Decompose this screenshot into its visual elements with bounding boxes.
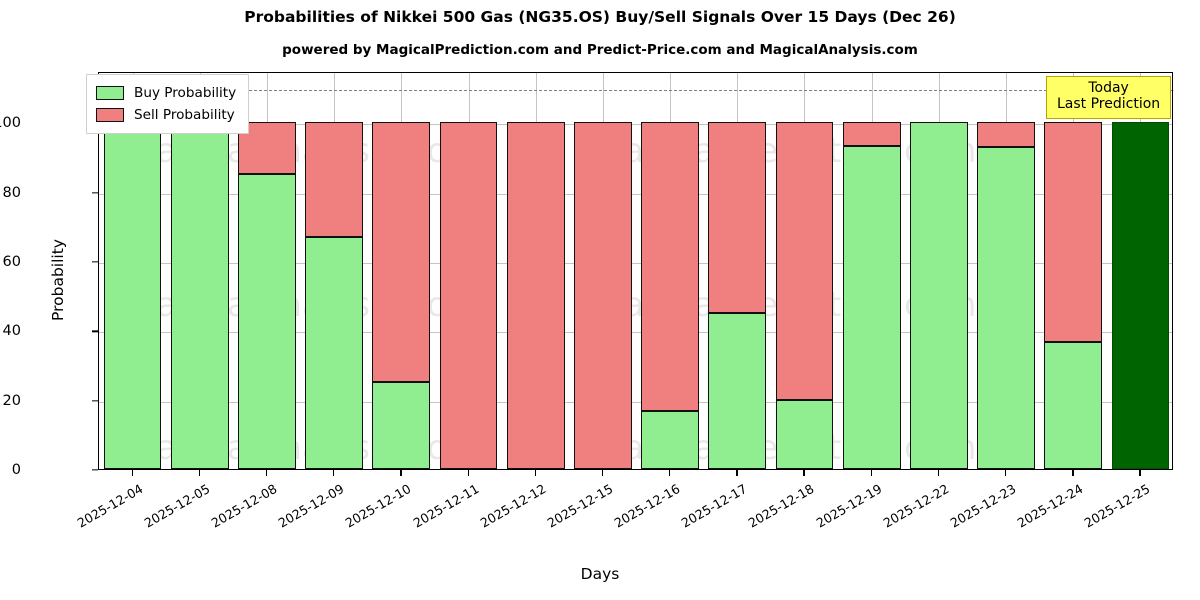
chart-title: Probabilities of Nikkei 500 Gas (NG35.OS…	[244, 8, 956, 26]
bar-2025-12-16[interactable]	[641, 73, 699, 469]
y-tick-mark	[92, 330, 98, 332]
y-tick-label: 0	[11, 462, 21, 478]
y-tick-mark	[92, 261, 98, 263]
y-tick-mark	[92, 469, 98, 471]
bar-2025-12-25[interactable]	[1111, 73, 1170, 469]
x-tick-mark	[601, 470, 604, 476]
legend-swatch-buy	[96, 86, 124, 100]
x-tick-mark	[1139, 470, 1141, 476]
bar-segment-buy	[305, 236, 364, 469]
x-tick-mark	[870, 470, 872, 476]
bar-segment-sell	[1044, 122, 1103, 342]
x-tick-mark	[669, 470, 671, 476]
y-tick-mark	[92, 191, 98, 194]
legend-label-sell: Sell Probability	[134, 107, 235, 123]
bar-segment-sell	[506, 122, 565, 469]
x-tick-mark	[736, 470, 738, 476]
plot-area: MagicalAnalysis.comMagicalPrediction.com…	[98, 72, 1173, 470]
x-tick-mark	[1072, 470, 1074, 476]
chart-subtitle: powered by MagicalPrediction.com and Pre…	[282, 42, 918, 58]
legend-swatch-sell	[96, 108, 124, 122]
legend: Buy Probability Sell Probability	[86, 74, 250, 134]
y-axis-label: Probability	[49, 239, 67, 321]
x-tick-label: 2025-12-04	[74, 481, 146, 531]
x-axis-label: Days	[580, 565, 620, 583]
bar-2025-12-15[interactable]	[574, 73, 632, 469]
bar-segment-buy	[103, 122, 162, 469]
bar-segment-buy	[170, 122, 229, 469]
bar-segment-buy	[1044, 341, 1103, 469]
y-tick-mark	[92, 400, 98, 402]
x-tick-mark	[937, 470, 940, 476]
bar-2025-12-04[interactable]	[103, 73, 162, 469]
bar-segment-sell	[775, 122, 834, 400]
bar-2025-12-09[interactable]	[305, 73, 364, 469]
bar-segment-buy	[909, 122, 968, 469]
bar-segment-sell	[305, 122, 364, 237]
x-tick-mark	[467, 470, 469, 476]
y-tick-label: 60	[2, 253, 21, 270]
y-tick-label: 80	[2, 184, 21, 201]
gridline-horizontal	[99, 332, 1172, 334]
bar-2025-12-18[interactable]	[775, 73, 834, 469]
legend-label-buy: Buy Probability	[134, 85, 237, 101]
bar-segment-sell	[372, 122, 431, 383]
bar-2025-12-24[interactable]	[1044, 73, 1103, 469]
y-tick-label: 100	[0, 115, 21, 132]
bar-2025-12-23[interactable]	[977, 73, 1035, 469]
bar-segment-buy	[372, 382, 431, 469]
x-tick-mark	[534, 470, 537, 476]
bar-segment-buy	[238, 174, 296, 469]
today-annotation-line1: Today	[1088, 80, 1129, 96]
bar-segment-sell	[574, 122, 632, 469]
bar-2025-12-08[interactable]	[238, 73, 296, 469]
gridline-horizontal	[99, 262, 1172, 264]
x-tick-mark	[131, 470, 133, 476]
bar-segment-buy	[641, 411, 699, 469]
gridline-horizontal	[99, 124, 1172, 126]
bar-2025-12-17[interactable]	[708, 73, 767, 469]
bar-segment-sell	[842, 122, 901, 146]
bar-2025-12-19[interactable]	[842, 73, 901, 469]
bar-2025-12-22[interactable]	[909, 73, 968, 469]
bar-segment-sell	[439, 122, 498, 469]
today-annotation: Today Last Prediction	[1046, 76, 1172, 119]
bar-segment-buy	[708, 313, 767, 469]
bar-2025-12-11[interactable]	[439, 73, 498, 469]
x-tick-mark	[198, 470, 201, 476]
y-tick-label: 40	[2, 323, 21, 340]
x-tick-mark	[1005, 470, 1007, 476]
y-tick-label: 20	[2, 392, 21, 409]
bar-segment-buy	[842, 145, 901, 469]
gridline-horizontal	[99, 193, 1172, 195]
x-tick-mark	[333, 470, 335, 476]
bar-segment-buy	[977, 146, 1035, 469]
threshold-line	[99, 89, 1172, 91]
today-annotation-line2: Last Prediction	[1057, 96, 1161, 113]
bar-segment-today	[1111, 122, 1170, 469]
bar-segment-buy	[775, 399, 834, 469]
gridline-horizontal	[99, 401, 1172, 403]
bar-segment-sell	[977, 122, 1035, 147]
bar-2025-12-10[interactable]	[372, 73, 431, 469]
legend-item-buy[interactable]: Buy Probability	[96, 82, 236, 104]
bar-2025-12-05[interactable]	[170, 73, 229, 469]
x-tick-mark	[803, 470, 805, 476]
x-tick-mark	[265, 470, 268, 476]
x-tick-mark	[400, 470, 402, 476]
bar-segment-sell	[708, 122, 767, 313]
legend-item-sell[interactable]: Sell Probability	[96, 104, 236, 126]
bar-segment-sell	[641, 122, 699, 412]
bar-2025-12-12[interactable]	[506, 73, 565, 469]
